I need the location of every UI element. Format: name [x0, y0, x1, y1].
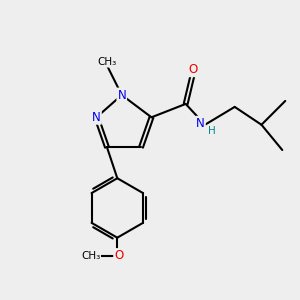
- Text: N: N: [92, 111, 101, 124]
- Text: N: N: [196, 117, 205, 130]
- Text: CH₃: CH₃: [97, 57, 116, 67]
- Text: CH₃: CH₃: [81, 250, 100, 260]
- Text: H: H: [208, 126, 215, 136]
- Text: O: O: [114, 249, 123, 262]
- Text: N: N: [117, 88, 126, 101]
- Text: O: O: [188, 63, 198, 76]
